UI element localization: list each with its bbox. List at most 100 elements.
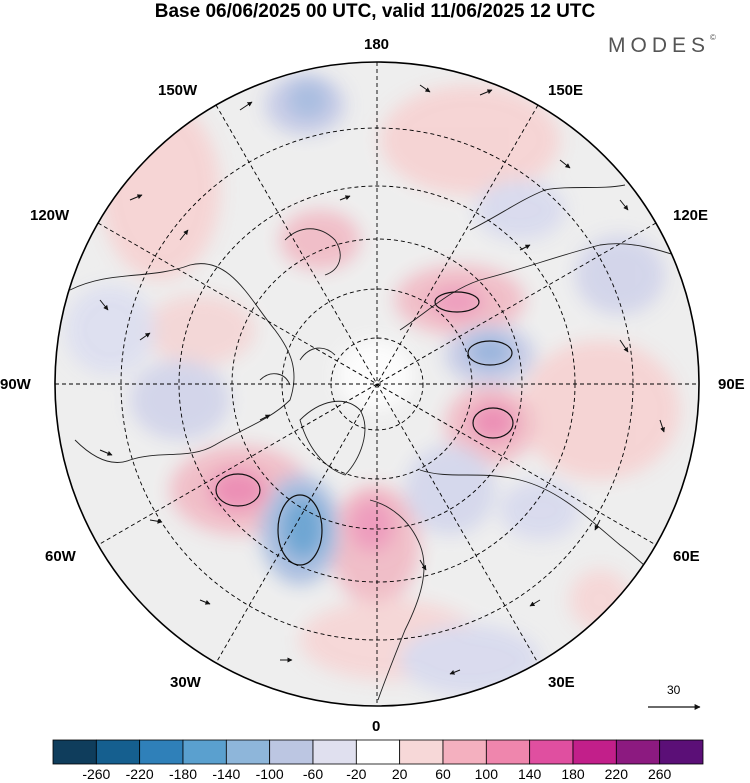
wind-arrow	[479, 89, 493, 96]
colorbar-swatch	[659, 739, 704, 765]
longitude-label-120w: 120W	[30, 207, 70, 224]
colorbar-label: -220	[125, 766, 154, 782]
colorbar-label: -60	[302, 766, 324, 782]
longitude-label-90w: 90W	[0, 376, 31, 393]
longitude-label-30e: 30E	[548, 674, 575, 691]
anomaly-core	[468, 338, 512, 366]
longitude-label-120e: 120E	[673, 207, 709, 224]
colorbar-swatch	[442, 739, 487, 765]
colorbar-label: -180	[168, 766, 198, 782]
colorbar-swatch	[485, 739, 531, 765]
anomaly-blob	[145, 295, 255, 365]
anomaly-blob	[520, 340, 680, 480]
wind-arrow	[419, 84, 431, 93]
wind-arrow	[199, 599, 211, 605]
coastline-alaska	[284, 228, 341, 276]
colorbar-swatch	[139, 739, 184, 765]
anomaly-blob	[405, 445, 495, 535]
brand-mark: ©	[710, 33, 716, 42]
wind-arrow	[259, 414, 271, 421]
modes-logo: MODES©	[608, 33, 716, 58]
colorbar-swatch	[529, 739, 574, 765]
coastline-greenland	[299, 400, 366, 476]
longitude-label-0: 0	[372, 718, 381, 735]
polar-map	[54, 61, 701, 710]
brand-text: MODES	[608, 34, 711, 57]
wind-arrow	[619, 339, 629, 353]
colorbar-label: 20	[391, 766, 408, 782]
anomaly-blob	[500, 480, 580, 540]
anomaly-core	[431, 288, 483, 316]
contour-line	[472, 407, 514, 439]
anomaly-core	[210, 470, 266, 510]
colorbar-label: -140	[212, 766, 241, 782]
anomaly-field	[65, 75, 691, 701]
anomaly-core	[350, 499, 394, 551]
wind-vectors	[99, 84, 665, 675]
colorbar-swatch	[399, 739, 444, 765]
colorbar-swatch	[52, 739, 97, 765]
wind-arrow	[529, 599, 541, 607]
wind-arrow	[339, 195, 351, 201]
contour-line	[215, 473, 261, 507]
contour-line	[434, 291, 480, 313]
coastline-europe	[369, 499, 425, 701]
colorbar-swatch	[615, 739, 661, 765]
meridian	[97, 222, 657, 546]
anomaly-core	[471, 404, 515, 440]
coastline-arctic-islands	[259, 347, 336, 386]
colorbar-swatch	[225, 739, 271, 765]
longitude-label-30w: 30W	[170, 674, 201, 691]
map-title: Base 06/06/2025 00 UTC, valid 11/06/2025…	[154, 1, 596, 22]
coastline-east-asia	[469, 184, 626, 231]
colorbar-swatch	[312, 739, 357, 765]
wind-arrow	[129, 194, 143, 201]
anomaly-blob	[400, 625, 540, 695]
colorbar-swatch	[95, 739, 141, 765]
wind-arrow	[449, 669, 461, 675]
reference-vector-label: 30	[667, 683, 681, 697]
wind-arrow	[149, 518, 163, 524]
wind-arrow	[139, 332, 151, 341]
longitude-label-150w: 150W	[158, 82, 198, 99]
wind-arrow	[179, 229, 189, 241]
colorbar-label: 100	[474, 766, 498, 782]
graticule	[55, 62, 699, 706]
colorbar-label: 220	[604, 766, 628, 782]
colorbar-label: 180	[561, 766, 585, 782]
contour-line	[467, 340, 513, 366]
anomaly-blob	[280, 210, 360, 270]
longitude-label-180: 180	[364, 36, 390, 53]
polar-neutral-area	[337, 340, 413, 410]
colorbar-swatch	[355, 739, 401, 765]
colorbar-swatch	[182, 739, 227, 765]
longitude-label-60e: 60E	[673, 548, 700, 565]
colorbar-label: 60	[435, 766, 451, 782]
coastline-north-america	[69, 263, 295, 463]
colorbar-label: 140	[517, 766, 542, 782]
anomaly-blob	[570, 570, 630, 630]
longitude-label-150e: 150E	[548, 82, 584, 99]
anomaly-blob	[575, 235, 665, 315]
anomaly-blob	[475, 180, 565, 240]
colorbar-label: -100	[255, 766, 284, 782]
anomaly-core	[288, 82, 328, 118]
longitude-label-90e: 90E	[718, 376, 745, 393]
wind-arrow	[619, 199, 629, 211]
anomaly-blob	[100, 100, 220, 280]
wind-arrow	[239, 101, 253, 111]
map-border	[54, 61, 700, 707]
colorbar-label: 260	[647, 766, 672, 782]
colorbar-swatch	[269, 739, 314, 765]
colorbar-label: -260	[82, 766, 111, 782]
wind-arrow	[419, 559, 427, 571]
coastline-siberia	[399, 243, 691, 331]
colorbar-label: -20	[346, 766, 367, 782]
colorbar-swatch	[572, 739, 617, 765]
anomaly-core	[283, 498, 323, 558]
wind-arrow	[99, 299, 109, 311]
wind-arrow	[99, 449, 113, 456]
contours	[215, 291, 514, 566]
anomaly-blob	[65, 285, 155, 375]
wind-arrow	[559, 159, 571, 169]
